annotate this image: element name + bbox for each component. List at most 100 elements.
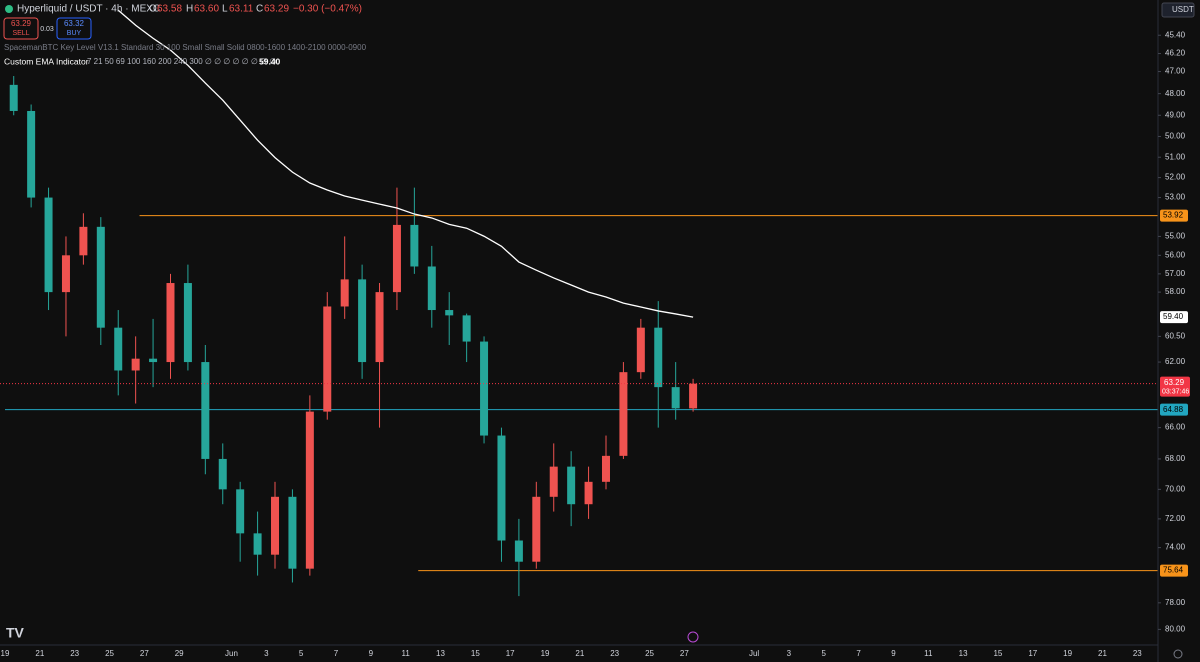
x-tick-label: 15 <box>471 649 480 658</box>
candle-body <box>654 327 663 388</box>
ohlc-value: 63.29 <box>264 4 289 15</box>
candle-body <box>61 255 70 293</box>
price-label-box <box>1160 376 1190 397</box>
axes: 45.40 46.20 47.00 48.00 49.00 50.00 51.00 52.00… <box>1 30 1190 658</box>
x-tick-label: 25 <box>105 649 114 658</box>
candle-body <box>166 283 175 363</box>
candle-body <box>671 387 680 409</box>
y-tick-label: 51.00 <box>1165 152 1186 161</box>
candle-body <box>392 224 401 293</box>
x-tick-label: 29 <box>175 649 184 658</box>
candle-body <box>183 283 192 363</box>
indicator-ema-params: 7 21 50 69 100 160 200 240 300 ∅ ∅ ∅ ∅ ∅… <box>87 57 276 66</box>
candle-body <box>131 358 140 371</box>
candle-body <box>149 358 158 363</box>
y-tick-label: 56.00 <box>1165 250 1186 259</box>
change: −0.30 (−0.47%) <box>293 4 362 15</box>
spread: 0.03 <box>40 26 54 33</box>
countdown: 03:37:46 <box>1162 389 1189 396</box>
x-tick-label: 19 <box>1063 649 1072 658</box>
price-label-box <box>1160 403 1188 416</box>
y-tick-label: 68.00 <box>1165 454 1186 463</box>
candle-body <box>323 306 332 412</box>
candle-body <box>236 489 245 534</box>
y-tick-label: 55.00 <box>1165 232 1186 241</box>
candle-body <box>96 226 105 328</box>
price-label: 53.92 <box>1163 211 1184 220</box>
y-tick-label: 66.00 <box>1165 423 1186 432</box>
y-tick-label: 49.00 <box>1165 110 1186 119</box>
candle-body <box>689 383 698 409</box>
x-tick-label: 5 <box>822 649 827 658</box>
y-tick-label: 46.20 <box>1165 49 1186 58</box>
candle-body <box>567 466 576 505</box>
candle-body <box>636 327 645 373</box>
buy-button[interactable] <box>56 17 92 40</box>
x-tick-label: 11 <box>924 649 933 658</box>
y-tick-label: 80.00 <box>1165 624 1186 633</box>
x-tick-label: 7 <box>334 649 339 658</box>
candle-body <box>201 362 210 459</box>
y-tick-label: 62.00 <box>1165 357 1186 366</box>
x-tick-label: 21 <box>35 649 44 658</box>
indicator-key-level[interactable]: SpacemanBTC Key Level V13.1 Standard 30 … <box>4 43 367 52</box>
x-tick-label: 17 <box>1028 649 1037 658</box>
x-tick-label: 7 <box>856 649 861 658</box>
candle-body <box>358 279 367 363</box>
candle-body <box>271 496 280 555</box>
candle-body <box>253 533 262 555</box>
x-tick-label: 23 <box>610 649 619 658</box>
x-tick-label: 3 <box>264 649 269 658</box>
sell-price[interactable]: 63.29 <box>11 19 32 28</box>
sell-label[interactable]: SELL <box>12 30 29 37</box>
ohlc-label: L <box>222 4 228 15</box>
candle-body <box>340 279 349 307</box>
price-label: 64.88 <box>1163 405 1184 414</box>
settings-icon[interactable] <box>1173 649 1183 659</box>
ema-line <box>117 9 694 318</box>
currency-button[interactable] <box>1161 2 1195 18</box>
x-tick-label: 27 <box>680 649 689 658</box>
candle-body <box>218 458 227 490</box>
symbol-icon[interactable] <box>5 5 13 13</box>
price-label: 63.29 <box>1164 378 1185 387</box>
indicator-ema-value: 59.40 <box>259 56 281 66</box>
sell-button[interactable] <box>3 17 39 40</box>
y-tick-label: 45.40 <box>1165 30 1186 39</box>
candle-body <box>549 466 558 497</box>
y-tick-label: 52.00 <box>1165 173 1186 182</box>
logo: TV <box>6 625 25 641</box>
x-tick-label: 13 <box>959 649 968 658</box>
x-tick-label: 19 <box>1 649 10 658</box>
indicator-ema-name[interactable]: Custom EMA Indicator <box>4 56 89 66</box>
currency[interactable]: USDT <box>1172 5 1194 14</box>
candle-body <box>427 266 436 311</box>
price-label-box <box>1160 209 1188 222</box>
y-tick-label: 47.00 <box>1165 67 1186 76</box>
buy-price[interactable]: 63.32 <box>64 19 85 28</box>
y-tick-label: 74.00 <box>1165 543 1186 552</box>
candle-body <box>288 496 297 569</box>
y-tick-label: 57.00 <box>1165 269 1186 278</box>
y-tick-label: 72.00 <box>1165 514 1186 523</box>
candle-body <box>462 315 471 342</box>
symbol[interactable]: Hyperliquid / USDT · 4h · MEXC <box>17 4 160 15</box>
buy-label[interactable]: BUY <box>67 30 82 37</box>
x-tick-label: 27 <box>140 649 149 658</box>
candle-body <box>375 292 384 363</box>
ohlc-label: O <box>149 4 157 15</box>
candle-body <box>27 110 36 198</box>
candle-body <box>445 310 454 316</box>
ohlc-label: C <box>256 4 263 15</box>
x-tick-label: 19 <box>541 649 550 658</box>
x-tick-label: 9 <box>891 649 896 658</box>
ohlc-value: 63.58 <box>157 4 182 15</box>
price-label-box <box>1160 564 1188 577</box>
candle-body <box>44 197 53 293</box>
x-tick-label: 23 <box>70 649 79 658</box>
x-tick-label: 11 <box>402 649 411 658</box>
x-tick-label: 21 <box>575 649 584 658</box>
events-icon[interactable] <box>687 631 699 643</box>
